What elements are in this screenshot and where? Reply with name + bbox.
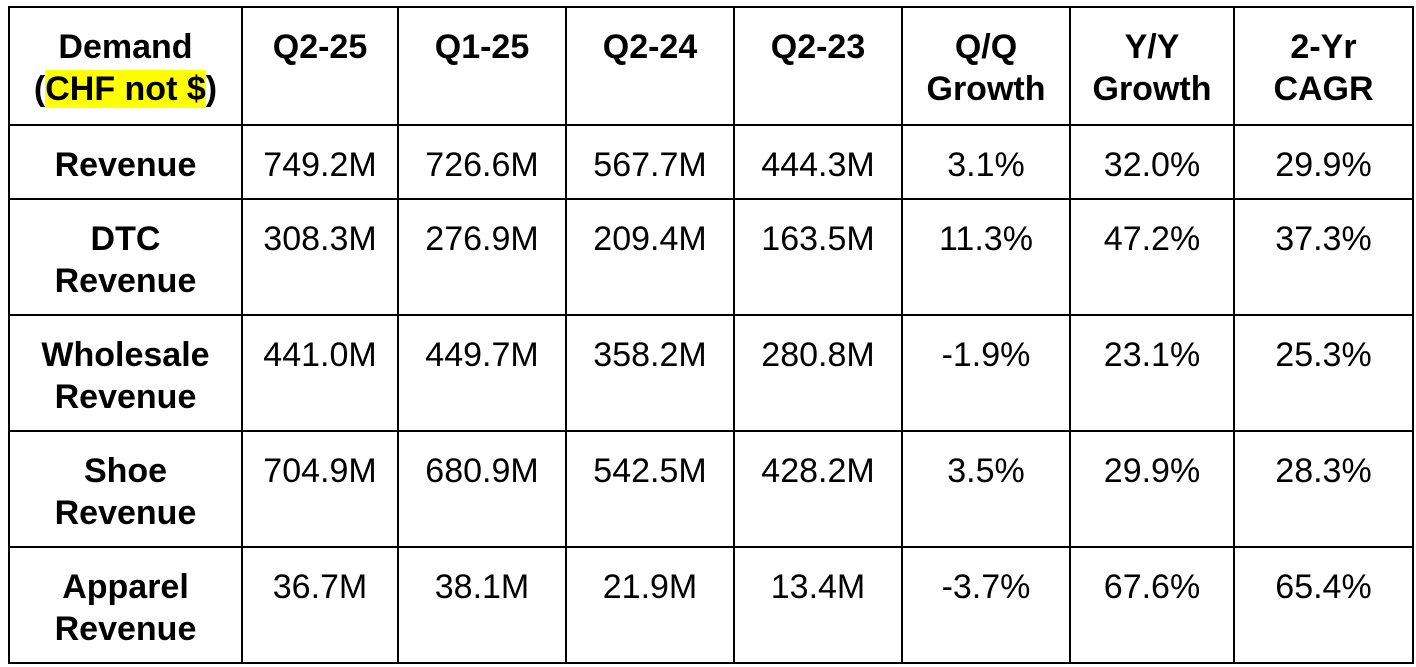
column-header-line1: Q1-25 [434,28,530,66]
table-cell: 449.7M [397,314,567,432]
column-header: Q/Q Growth [901,6,1071,126]
table-cell: 29.9% [1069,430,1235,548]
table-cell: -3.7% [901,546,1071,664]
table-cell: 21.9M [565,546,735,664]
currency-note-close: ) [205,70,218,108]
column-header: Y/Y Growth [1069,6,1235,126]
table-row: Apparel Revenue 36.7M 38.1M 21.9M 13.4M -… [8,546,1414,664]
table-row: Revenue 749.2M 726.6M 567.7M 444.3M 3.1%… [8,124,1414,200]
column-header-line1: Q/Q [954,28,1018,66]
table-cell: 680.9M [397,430,567,548]
column-header-line1: 2-Yr [1290,28,1357,66]
row-label-line2: Revenue [54,262,197,300]
column-header: Q2-24 [565,6,735,126]
row-label-cell: Shoe Revenue [8,430,243,548]
column-header: Q1-25 [397,6,567,126]
column-header-line1: Q2-24 [602,28,698,66]
column-header-line1: Q2-25 [272,28,368,66]
table-cell: 65.4% [1233,546,1414,664]
table-cell: 276.9M [397,198,567,316]
table-cell: 726.6M [397,124,567,200]
column-header: Q2-23 [733,6,903,126]
row-label-line1: DTC [90,220,161,258]
table-cell: 36.7M [241,546,399,664]
table-cell: 29.9% [1233,124,1414,200]
table-cell: 428.2M [733,430,903,548]
table-cell: 67.6% [1069,546,1235,664]
column-header: Q2-25 [241,6,399,126]
table-cell: 749.2M [241,124,399,200]
currency-note-open: ( [33,70,46,108]
table-cell: 308.3M [241,198,399,316]
demand-table: Demand (CHF not $) Q2-25 Q1-25 Q2-24 Q2-… [8,6,1414,664]
corner-header-cell: Demand (CHF not $) [8,6,243,126]
row-label-line1: Shoe [83,452,168,490]
table-cell: 3.5% [901,430,1071,548]
currency-highlight: CHF not $ [45,70,206,108]
table-row: Shoe Revenue 704.9M 680.9M 542.5M 428.2M … [8,430,1414,548]
header-row: Demand (CHF not $) Q2-25 Q1-25 Q2-24 Q2-… [8,6,1414,126]
column-header-line2: CAGR [1273,70,1374,108]
column-header-line2: Growth [926,70,1046,108]
table-cell: 28.3% [1233,430,1414,548]
table-cell: 23.1% [1069,314,1235,432]
table-row: DTC Revenue 308.3M 276.9M 209.4M 163.5M 1… [8,198,1414,316]
row-label-line2: Revenue [54,494,197,532]
table-cell: 163.5M [733,198,903,316]
table-row: Wholesale Revenue 441.0M 449.7M 358.2M 28… [8,314,1414,432]
table-cell: 441.0M [241,314,399,432]
table-cell: -1.9% [901,314,1071,432]
row-label-line1: Revenue [54,146,197,184]
table-cell: 38.1M [397,546,567,664]
column-header-line1: Y/Y [1124,28,1180,66]
row-label-line1: Wholesale [41,336,210,374]
row-label-line1: Apparel [62,568,189,606]
table-cell: 32.0% [1069,124,1235,200]
table-cell: 3.1% [901,124,1071,200]
table-cell: 25.3% [1233,314,1414,432]
corner-label: Demand [58,28,193,66]
row-label-cell: Revenue [8,124,243,200]
table-cell: 444.3M [733,124,903,200]
row-label-cell: DTC Revenue [8,198,243,316]
column-header-line1: Q2-23 [770,28,866,66]
table-cell: 358.2M [565,314,735,432]
table-cell: 704.9M [241,430,399,548]
column-header: 2-Yr CAGR [1233,6,1414,126]
table-cell: 542.5M [565,430,735,548]
table-cell: 209.4M [565,198,735,316]
table-cell: 37.3% [1233,198,1414,316]
table-cell: 47.2% [1069,198,1235,316]
row-label-cell: Apparel Revenue [8,546,243,664]
row-label-line2: Revenue [54,378,197,416]
table-cell: 13.4M [733,546,903,664]
row-label-cell: Wholesale Revenue [8,314,243,432]
column-header-line2: Growth [1092,70,1212,108]
table-cell: 11.3% [901,198,1071,316]
row-label-line2: Revenue [54,610,197,648]
table-cell: 280.8M [733,314,903,432]
table-cell: 567.7M [565,124,735,200]
currency-note: (CHF not $) [10,68,241,110]
